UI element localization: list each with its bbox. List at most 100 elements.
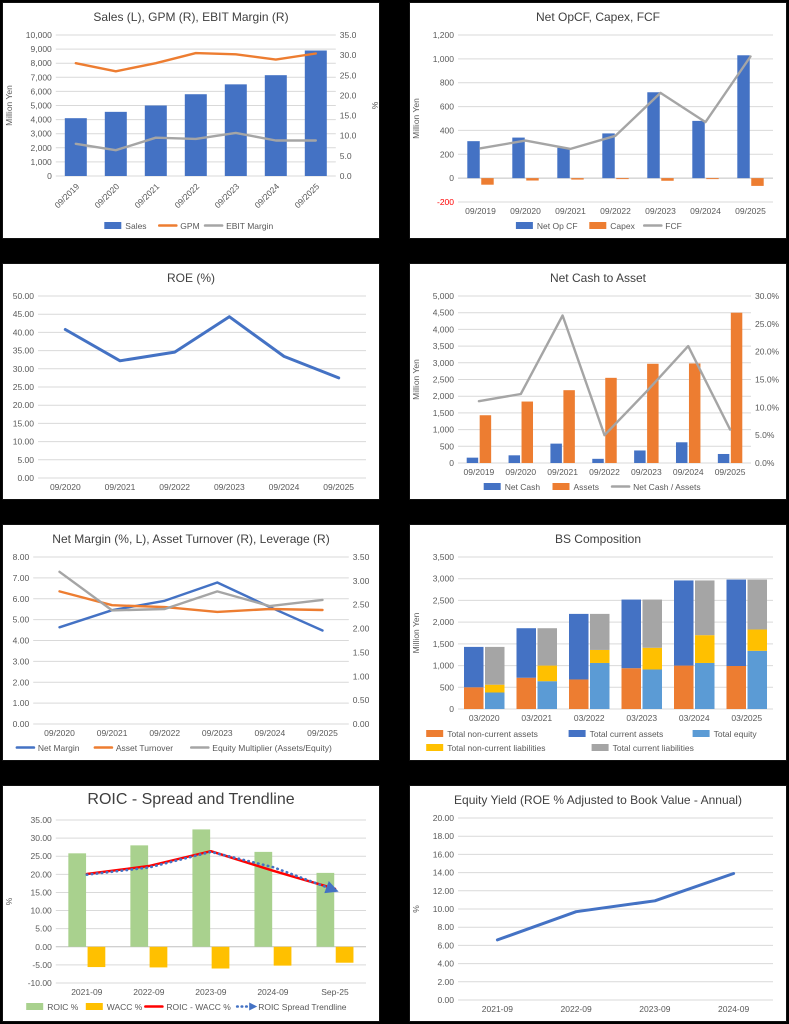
svg-text:ROIC %: ROIC % bbox=[47, 1002, 79, 1012]
svg-text:%: % bbox=[370, 102, 378, 110]
svg-text:4,000: 4,000 bbox=[31, 115, 53, 125]
svg-text:09/2021: 09/2021 bbox=[105, 482, 136, 492]
svg-text:6.00: 6.00 bbox=[13, 594, 30, 604]
svg-text:03/2022: 03/2022 bbox=[574, 713, 605, 723]
svg-text:5.00: 5.00 bbox=[17, 455, 34, 465]
svg-text:500: 500 bbox=[440, 682, 454, 692]
svg-text:7.00: 7.00 bbox=[13, 573, 30, 583]
svg-text:09/2024: 09/2024 bbox=[255, 728, 286, 738]
svg-text:20.0: 20.0 bbox=[340, 90, 357, 100]
svg-text:4,000: 4,000 bbox=[433, 324, 455, 334]
svg-text:ROIC - WACC %: ROIC - WACC % bbox=[166, 1002, 231, 1012]
svg-text:1,000: 1,000 bbox=[31, 157, 53, 167]
svg-text:2,500: 2,500 bbox=[433, 595, 455, 605]
svg-text:2024-09: 2024-09 bbox=[718, 1004, 749, 1014]
svg-text:09/2022: 09/2022 bbox=[600, 206, 631, 216]
svg-text:45.00: 45.00 bbox=[13, 309, 35, 319]
svg-text:18.00: 18.00 bbox=[433, 831, 455, 841]
svg-text:600: 600 bbox=[440, 102, 454, 112]
svg-text:03/2020: 03/2020 bbox=[469, 713, 500, 723]
svg-text:10.00: 10.00 bbox=[433, 904, 455, 914]
chart-title: Sales (L), GPM (R), EBIT Margin (R) bbox=[93, 10, 289, 24]
svg-text:1.00: 1.00 bbox=[13, 698, 30, 708]
svg-text:1,000: 1,000 bbox=[433, 425, 455, 435]
svg-text:20.0%: 20.0% bbox=[755, 347, 780, 357]
svg-text:1.00: 1.00 bbox=[353, 671, 370, 681]
svg-text:25.00: 25.00 bbox=[31, 851, 53, 861]
svg-text:3,500: 3,500 bbox=[433, 552, 455, 562]
svg-text:0: 0 bbox=[449, 704, 454, 714]
svg-text:%: % bbox=[4, 897, 14, 905]
svg-text:09/2020: 09/2020 bbox=[510, 206, 541, 216]
svg-text:5.0: 5.0 bbox=[340, 151, 352, 161]
chart-title: Net OpCF, Capex, FCF bbox=[535, 10, 661, 24]
chart-panel-roe: ROE (%) 0.00 5.00 10.00 15.00 20.00 25.00 30.0… bbox=[2, 263, 380, 500]
svg-text:20.00: 20.00 bbox=[433, 813, 455, 823]
svg-text:2,000: 2,000 bbox=[433, 617, 455, 627]
svg-text:Million Yen: Million Yen bbox=[411, 612, 421, 653]
svg-text:0.00: 0.00 bbox=[437, 995, 454, 1005]
svg-text:25.00: 25.00 bbox=[13, 382, 35, 392]
svg-text:1,200: 1,200 bbox=[433, 30, 455, 40]
svg-text:0: 0 bbox=[47, 171, 52, 181]
chart-panel-netopcf-capex-fcf: Net OpCF, Capex, FCF -200 0 200 400 600 800 1,… bbox=[409, 2, 787, 239]
svg-text:0.00: 0.00 bbox=[353, 719, 370, 729]
netopcf-capex-fcf-chart-canvas: -200 0 200 400 600 800 1,000 1,200 Million Yen 09… bbox=[411, 30, 773, 231]
svg-text:09/2023: 09/2023 bbox=[631, 467, 662, 477]
svg-text:14.00: 14.00 bbox=[433, 868, 455, 878]
svg-text:2,500: 2,500 bbox=[433, 375, 455, 385]
svg-text:Million Yen: Million Yen bbox=[4, 85, 14, 126]
bs-composition-chart-canvas: 0 500 1,000 1,500 2,000 2,500 3,000 3,500 Millio… bbox=[411, 552, 773, 753]
svg-text:Capex: Capex bbox=[610, 221, 635, 231]
svg-text:5.0%: 5.0% bbox=[755, 430, 775, 440]
svg-text:0.50: 0.50 bbox=[353, 695, 370, 705]
svg-text:09/2019: 09/2019 bbox=[52, 181, 81, 210]
svg-text:0.00: 0.00 bbox=[35, 942, 52, 952]
svg-text:0: 0 bbox=[449, 173, 454, 183]
roe-chart-canvas: 0.00 5.00 10.00 15.00 20.00 25.00 30.00 35.00 40… bbox=[13, 291, 366, 492]
svg-text:30.00: 30.00 bbox=[13, 364, 35, 374]
svg-text:09/2024: 09/2024 bbox=[269, 482, 300, 492]
svg-text:5,000: 5,000 bbox=[31, 101, 53, 111]
chart-panel-dupont: Net Margin (%, L), Asset Turnover (R), L… bbox=[2, 524, 380, 761]
svg-text:7,000: 7,000 bbox=[31, 72, 53, 82]
svg-text:03/2023: 03/2023 bbox=[626, 713, 657, 723]
svg-text:09/2023: 09/2023 bbox=[214, 482, 245, 492]
svg-text:2,000: 2,000 bbox=[433, 391, 455, 401]
svg-text:10.00: 10.00 bbox=[31, 906, 53, 916]
chart-title: BS Composition bbox=[554, 532, 642, 546]
svg-text:2.50: 2.50 bbox=[353, 600, 370, 610]
svg-text:09/2021: 09/2021 bbox=[555, 206, 586, 216]
svg-text:2.00: 2.00 bbox=[13, 677, 30, 687]
svg-text:09/2025: 09/2025 bbox=[292, 181, 321, 210]
svg-text:09/2019: 09/2019 bbox=[465, 206, 496, 216]
svg-text:15.00: 15.00 bbox=[13, 418, 35, 428]
svg-text:2021-09: 2021-09 bbox=[71, 987, 102, 997]
svg-text:35.00: 35.00 bbox=[13, 346, 35, 356]
svg-text:8.00: 8.00 bbox=[437, 922, 454, 932]
svg-text:09/2025: 09/2025 bbox=[735, 206, 766, 216]
chart-panel-equity-yield: Equity Yield (ROE % Adjusted to Book Val… bbox=[409, 785, 787, 1022]
roic-spread-chart-canvas: -10.00 -5.00 0.00 5.00 10.00 15.00 20.00 25.00 3… bbox=[4, 815, 366, 1012]
svg-text:8,000: 8,000 bbox=[31, 58, 53, 68]
svg-text:2022-09: 2022-09 bbox=[133, 987, 164, 997]
svg-text:10,000: 10,000 bbox=[26, 30, 52, 40]
svg-text:09/2020: 09/2020 bbox=[505, 467, 536, 477]
svg-text:09/2024: 09/2024 bbox=[252, 181, 281, 210]
svg-text:09/2025: 09/2025 bbox=[715, 467, 746, 477]
svg-text:20.00: 20.00 bbox=[13, 400, 35, 410]
svg-text:16.00: 16.00 bbox=[433, 849, 455, 859]
svg-text:3,000: 3,000 bbox=[433, 574, 455, 584]
svg-text:10.0: 10.0 bbox=[340, 131, 357, 141]
svg-text:Million Yen: Million Yen bbox=[411, 98, 421, 139]
svg-text:500: 500 bbox=[440, 441, 454, 451]
svg-text:4.00: 4.00 bbox=[437, 959, 454, 969]
svg-text:15.0: 15.0 bbox=[340, 111, 357, 121]
svg-text:09/2023: 09/2023 bbox=[645, 206, 676, 216]
svg-text:09/2024: 09/2024 bbox=[690, 206, 721, 216]
svg-text:35.00: 35.00 bbox=[31, 815, 53, 825]
svg-text:Sep-25: Sep-25 bbox=[321, 987, 349, 997]
svg-text:2.00: 2.00 bbox=[437, 977, 454, 987]
svg-text:03/2025: 03/2025 bbox=[731, 713, 762, 723]
svg-text:1,000: 1,000 bbox=[433, 661, 455, 671]
